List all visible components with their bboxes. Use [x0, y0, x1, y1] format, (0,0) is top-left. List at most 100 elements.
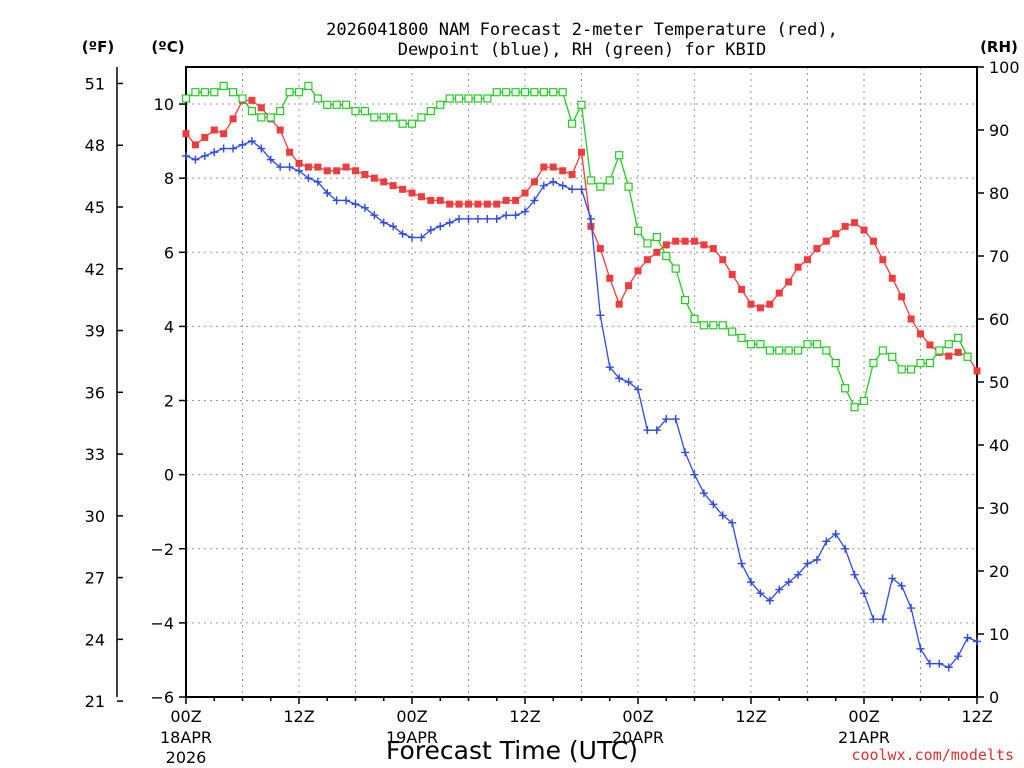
tick-label-fahrenheit: 30 — [85, 507, 105, 526]
temperature-point — [333, 167, 341, 175]
tick-label-celsius: 10 — [154, 95, 174, 114]
rh-point — [897, 365, 906, 374]
dewpoint-point — [699, 489, 708, 498]
tick-label-celsius: 2 — [164, 392, 174, 411]
temperature-point — [389, 182, 397, 190]
rh-point — [765, 346, 774, 355]
rh-point — [775, 346, 784, 355]
rh-point — [596, 182, 605, 191]
temperature-point — [399, 185, 407, 193]
temperature-point — [672, 237, 680, 245]
dewpoint-point — [332, 196, 341, 205]
dewpoint-point — [634, 385, 642, 394]
temperature-point — [361, 170, 369, 178]
temperature-point — [643, 256, 651, 264]
tick-label-fahrenheit: 24 — [85, 630, 105, 649]
rh-point — [502, 88, 511, 97]
rh-point — [756, 340, 765, 349]
tick-label-date: 18APR — [160, 728, 212, 747]
temperature-point — [502, 196, 510, 204]
temperature-point — [634, 267, 642, 275]
dewpoint-point — [464, 214, 473, 223]
dewpoint-point — [229, 144, 238, 153]
tick-label-fahrenheit: 51 — [85, 74, 105, 93]
rh-point — [888, 352, 897, 361]
rh-point — [944, 340, 953, 349]
tick-label-time: 00Z — [622, 707, 653, 726]
rh-point — [652, 233, 661, 242]
rh-point — [436, 100, 445, 109]
rh-point — [709, 321, 718, 330]
temperature-point — [446, 200, 454, 208]
temperature-point — [822, 237, 830, 245]
rh-point — [850, 403, 859, 412]
chart-title-line1: 2026041800 NAM Forecast 2-meter Temperat… — [326, 20, 838, 40]
temperature-point — [229, 115, 237, 123]
temperature-point — [465, 200, 472, 208]
dewpoint-point — [615, 374, 624, 383]
temperature-point — [832, 230, 840, 238]
rh-point — [294, 88, 304, 97]
dewpoint-point — [455, 214, 464, 223]
rh-point — [963, 352, 972, 361]
rh-point — [615, 151, 624, 160]
rh-point — [831, 359, 840, 368]
unit-rh-label: (RH) — [980, 38, 1018, 56]
rh-point — [878, 346, 887, 355]
unit-celsius-label: (ºC) — [151, 38, 184, 56]
dewpoint-point — [662, 415, 671, 424]
dewpoint-point — [624, 378, 633, 386]
rh-point — [360, 106, 370, 116]
rh-point — [483, 94, 492, 103]
temperature-point — [257, 104, 265, 112]
tick-label-date: 20APR — [612, 728, 664, 747]
tick-label-fahrenheit: 48 — [85, 136, 105, 155]
dewpoint-point — [360, 203, 369, 212]
dewpoint-point — [812, 555, 821, 564]
dewpoint-point — [596, 311, 605, 320]
dewpoint-point — [860, 589, 868, 598]
tick-label-fahrenheit: 27 — [85, 569, 105, 588]
temperature-point — [568, 170, 576, 178]
dewpoint-point — [671, 415, 680, 424]
tick-label-celsius: 0 — [164, 466, 174, 485]
temperature-point — [709, 245, 717, 253]
temperature-point — [210, 126, 218, 134]
dewpoint-point — [379, 218, 388, 227]
x-axis-label: Forecast Time (UTC) — [386, 736, 638, 765]
temperature-point — [314, 163, 322, 171]
temperature-point — [578, 148, 585, 156]
temperature-point — [521, 189, 529, 197]
rh-point — [389, 113, 398, 122]
temperature-point — [417, 193, 425, 201]
dewpoint-point — [765, 596, 774, 605]
dewpoint-point — [718, 511, 727, 520]
rh-point — [454, 94, 464, 103]
dewpoint-point — [539, 181, 548, 190]
rh-point — [257, 113, 266, 122]
tick-label-celsius: −6 — [150, 688, 174, 707]
rh-point — [643, 239, 652, 248]
temperature-point — [512, 196, 520, 204]
dewpoint-point — [304, 174, 313, 183]
dewpoint-point — [530, 196, 539, 205]
tick-label-rh: 60 — [989, 310, 1009, 329]
temperature-point — [700, 241, 708, 249]
rh-point — [332, 100, 341, 109]
temperature-point — [728, 271, 736, 279]
tick-label-fahrenheit: 39 — [85, 322, 105, 341]
rh-point — [191, 88, 200, 97]
temperature-point — [352, 167, 359, 175]
rh-point — [737, 333, 746, 342]
temperature-point — [304, 163, 312, 171]
temperature-point — [917, 330, 924, 338]
tick-label-rh: 90 — [989, 121, 1009, 140]
dewpoint-point — [586, 214, 595, 223]
temperature-point — [860, 226, 868, 234]
series-layer — [181, 81, 981, 672]
temperature-point — [295, 159, 303, 167]
temperature-point — [662, 241, 670, 249]
temperature-point — [625, 282, 633, 290]
tick-label-time: 12Z — [735, 707, 766, 726]
dewpoint-point — [709, 500, 718, 509]
